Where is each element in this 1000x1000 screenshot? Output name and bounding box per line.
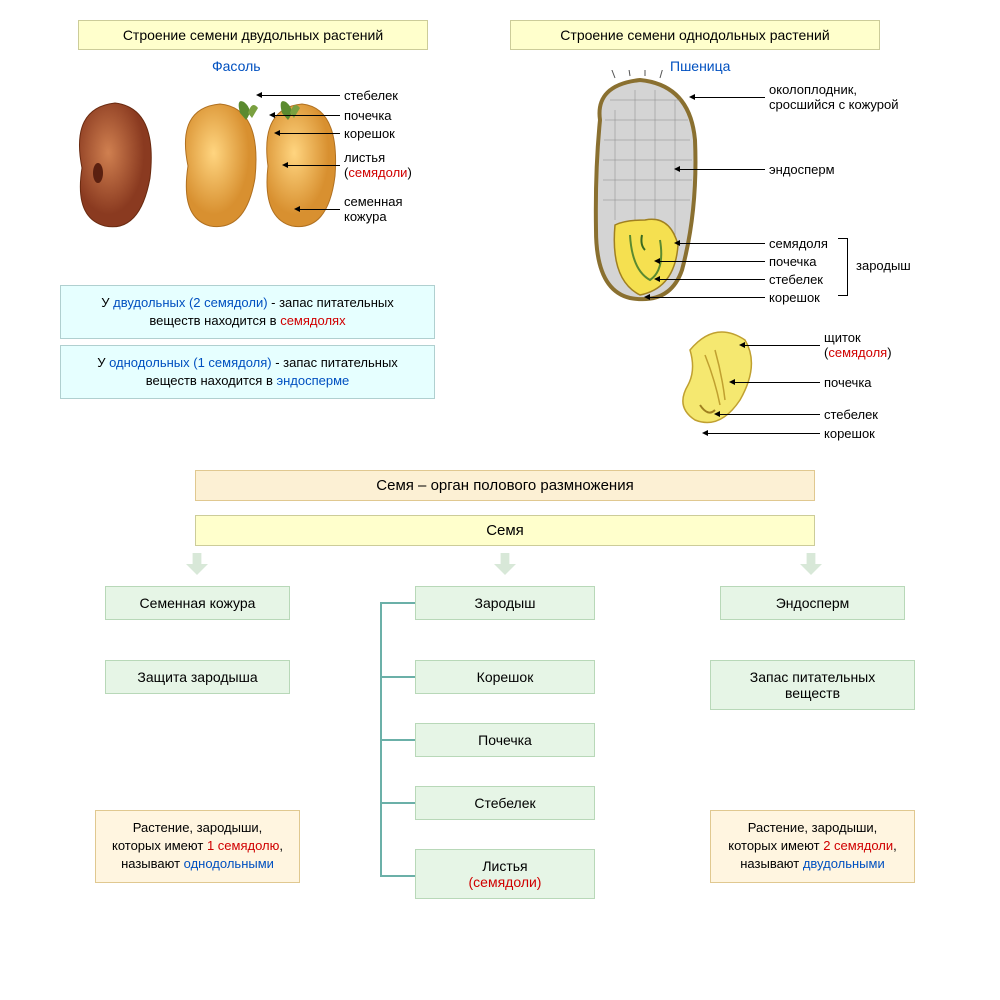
wheat-label-1: околоплодник,сросшийся с кожурой	[695, 82, 899, 112]
c2-h2	[380, 739, 415, 741]
wheat-label-6: корешок	[650, 290, 820, 305]
c2-h0	[380, 602, 415, 604]
bean-caption: Фасоль	[212, 58, 261, 74]
col3-top: Эндосперм	[720, 586, 905, 620]
c2-h1	[380, 676, 415, 678]
arrow-3	[800, 553, 822, 575]
embryo-label-2: почечка	[735, 375, 872, 390]
wheat-bracket	[838, 238, 848, 296]
wheat-bracket-label: зародыш	[856, 258, 911, 273]
col1-top: Семенная кожура	[105, 586, 290, 620]
col3-bottom: Растение, зародыши, которых имеют 2 семя…	[710, 810, 915, 883]
col1-bottom: Растение, зародыши, которых имеют 1 семя…	[95, 810, 300, 883]
col2-i2: Почечка	[415, 723, 595, 757]
bean-label-3: корешок	[280, 126, 395, 141]
arrow-1	[186, 553, 208, 575]
hierarchy-title: Семя – орган полового размножения	[195, 470, 815, 501]
embryo-label-4: корешок	[708, 426, 875, 441]
info-monocot: У однодольных (1 семядоля) - запас питат…	[60, 345, 435, 399]
dicot-title: Строение семени двудольных растений	[78, 20, 428, 50]
monocot-title: Строение семени однодольных растений	[510, 20, 880, 50]
hierarchy-seed: Семя	[195, 515, 815, 546]
bean-label-5: семеннаякожура	[300, 194, 403, 224]
col3-desc: Запас питательных веществ	[710, 660, 915, 710]
bean-label-4: листья(семядоли)	[288, 150, 412, 180]
wheat-label-3: семядоля	[680, 236, 828, 251]
bean-label-1: стебелек	[262, 88, 398, 103]
col2-i4: Листья(семядоли)	[415, 849, 595, 899]
c2-h3	[380, 802, 415, 804]
embryo-label-3: стебелек	[720, 407, 878, 422]
info-dicot: У двудольных (2 семядоли) - запас питате…	[60, 285, 435, 339]
bean-label-2: почечка	[275, 108, 392, 123]
arrow-2	[494, 553, 516, 575]
wheat-label-2: эндосперм	[680, 162, 835, 177]
col1-desc: Защита зародыша	[105, 660, 290, 694]
embryo-label-1: щиток(семядоля)	[745, 330, 892, 360]
c2-h4	[380, 875, 415, 877]
wheat-label-4: почечка	[660, 254, 817, 269]
col2-top: Зародыш	[415, 586, 595, 620]
wheat-label-5: стебелек	[660, 272, 823, 287]
col2-i1: Корешок	[415, 660, 595, 694]
col2-i3: Стебелек	[415, 786, 595, 820]
